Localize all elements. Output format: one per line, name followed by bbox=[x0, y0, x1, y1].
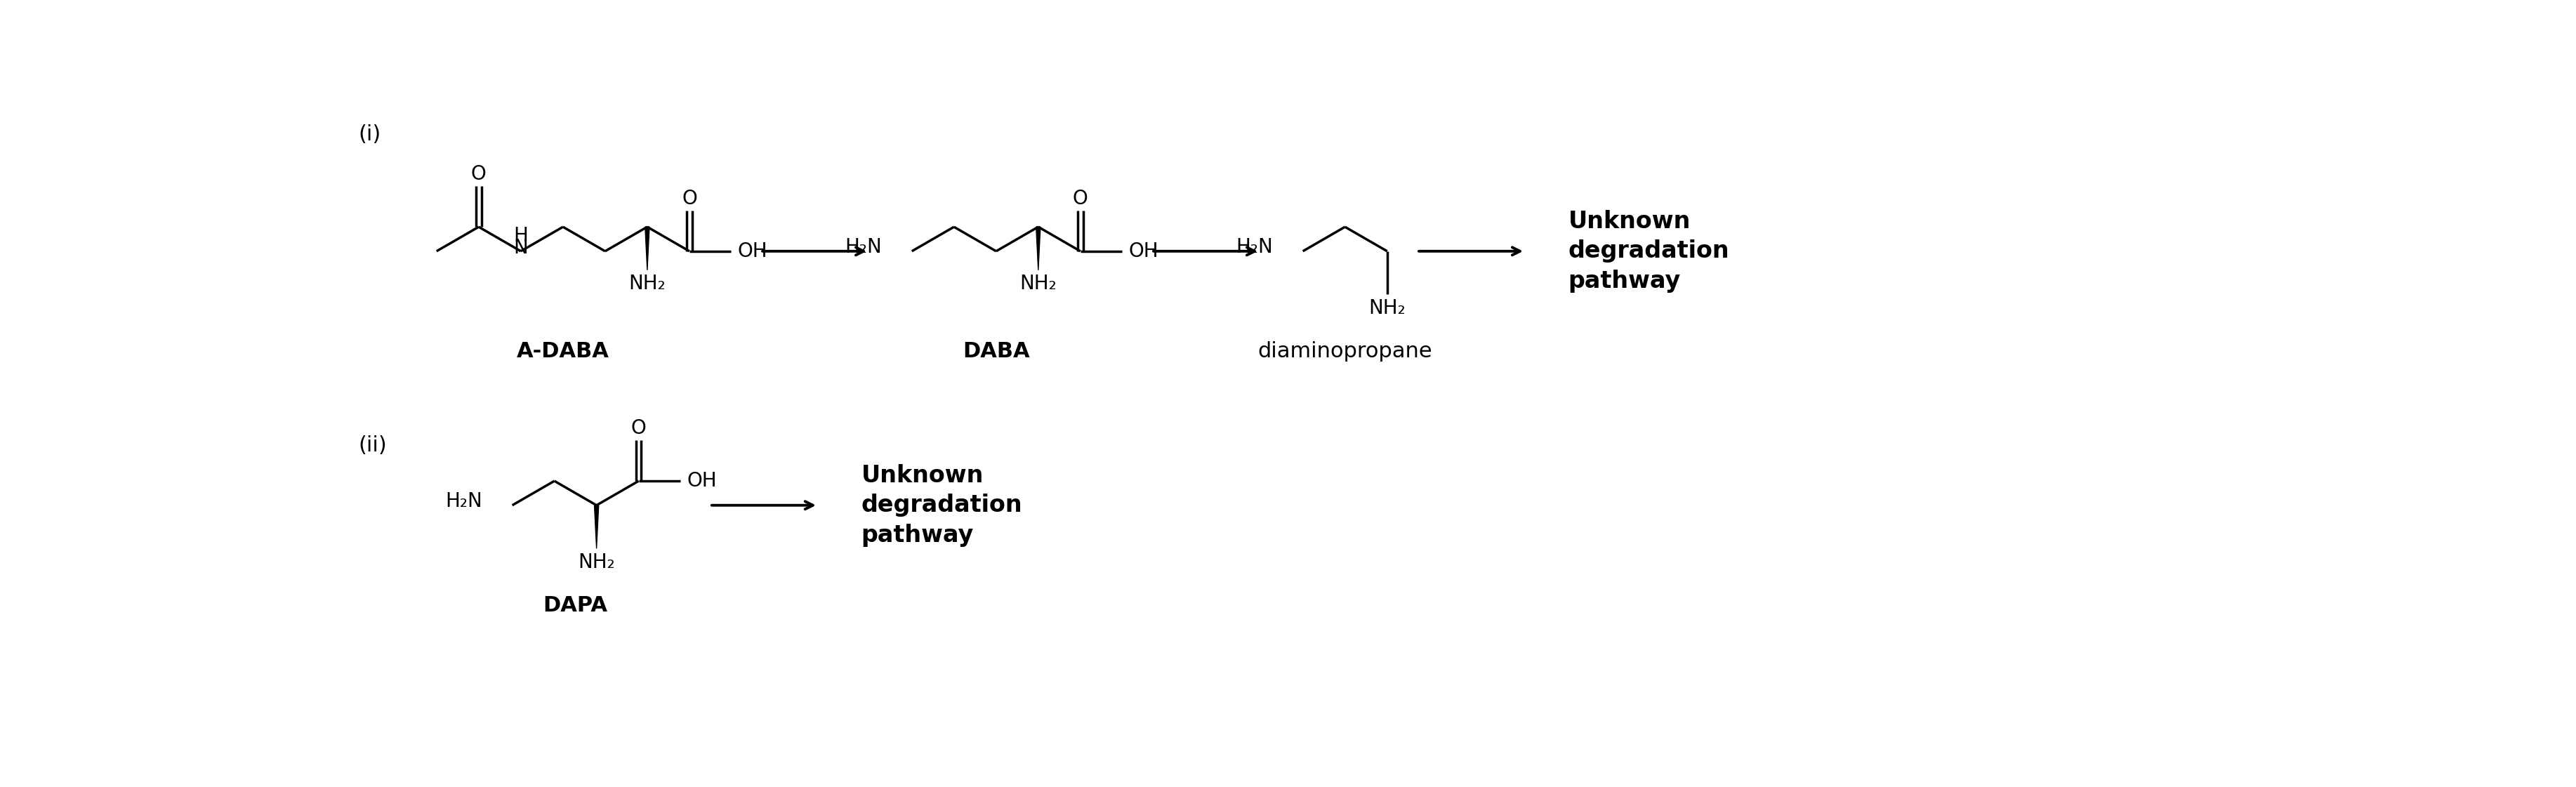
Text: H₂N: H₂N bbox=[845, 237, 881, 257]
Text: DABA: DABA bbox=[963, 341, 1030, 361]
Text: H₂N: H₂N bbox=[446, 491, 482, 511]
Text: Unknown: Unknown bbox=[1569, 210, 1690, 233]
Text: pathway: pathway bbox=[860, 523, 974, 547]
Text: O: O bbox=[1072, 189, 1087, 209]
Text: diaminopropane: diaminopropane bbox=[1257, 341, 1432, 361]
Polygon shape bbox=[644, 227, 649, 270]
Text: Unknown: Unknown bbox=[860, 464, 984, 487]
Text: O: O bbox=[631, 419, 647, 438]
Polygon shape bbox=[595, 505, 598, 549]
Text: OH: OH bbox=[1128, 242, 1159, 261]
Text: OH: OH bbox=[688, 471, 716, 491]
Text: OH: OH bbox=[737, 242, 768, 261]
Text: NH₂: NH₂ bbox=[1368, 298, 1406, 318]
Text: DAPA: DAPA bbox=[544, 595, 608, 615]
Text: (i): (i) bbox=[358, 124, 381, 145]
Text: (ii): (ii) bbox=[358, 435, 386, 456]
Text: degradation: degradation bbox=[1569, 239, 1728, 263]
Text: O: O bbox=[471, 164, 487, 184]
Text: N: N bbox=[513, 238, 528, 258]
Text: NH₂: NH₂ bbox=[1020, 274, 1056, 294]
Text: degradation: degradation bbox=[860, 493, 1023, 517]
Text: NH₂: NH₂ bbox=[629, 274, 665, 294]
Text: H₂N: H₂N bbox=[1236, 237, 1273, 257]
Polygon shape bbox=[1036, 227, 1041, 270]
Text: NH₂: NH₂ bbox=[577, 552, 616, 572]
Text: O: O bbox=[683, 189, 698, 209]
Text: A-DABA: A-DABA bbox=[518, 341, 611, 361]
Text: pathway: pathway bbox=[1569, 269, 1680, 293]
Text: H: H bbox=[513, 226, 528, 246]
